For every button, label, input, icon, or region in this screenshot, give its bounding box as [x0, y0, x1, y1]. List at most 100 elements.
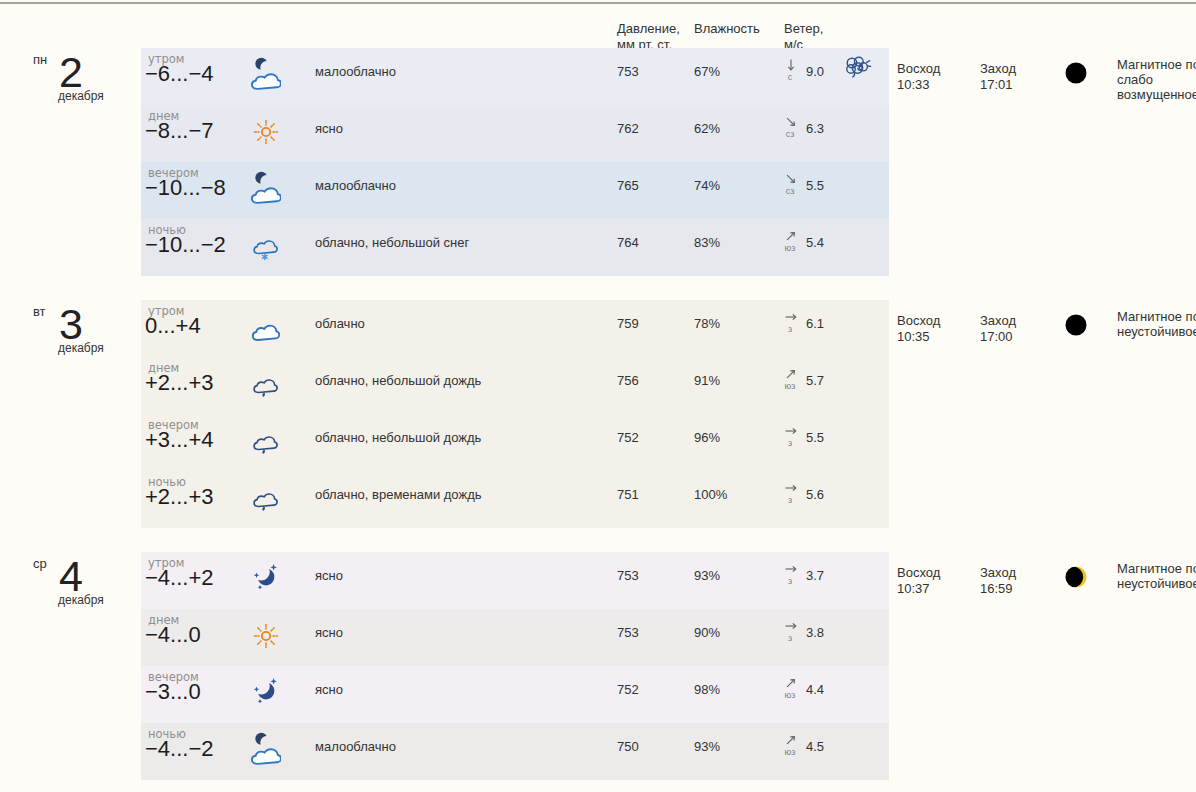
humidity-value: 83%: [694, 235, 720, 250]
wind-speed-value: 6.1: [806, 316, 824, 331]
wind-direction-label: з: [780, 438, 800, 448]
wind-direction-arrow-icon: [784, 229, 798, 243]
weather-icon: [251, 421, 281, 459]
weather-icon: [251, 364, 281, 402]
wind-speed-value: 9.0: [806, 64, 824, 79]
wind-speed-value: 4.4: [806, 682, 824, 697]
magnetic-field-status: Магнитное полеслабовозмущенное: [1117, 57, 1196, 102]
scribble-cloud-icon: [842, 110, 872, 142]
sunrise-label: Восход: [897, 565, 940, 580]
scribble-cloud-icon: [842, 53, 872, 85]
weather-icon: [251, 730, 281, 768]
pressure-value: 753: [617, 64, 639, 79]
forecast-row: днем +2...+3 облачно, небольшой дождь 75…: [141, 357, 889, 414]
sunrise-time: 10:35: [897, 329, 930, 344]
humidity-value: 90%: [694, 625, 720, 640]
weather-description: ясно: [315, 625, 343, 640]
moon-phase-icon: [1064, 565, 1088, 589]
weather-description: ясно: [315, 568, 343, 583]
sunset-label: Заход: [980, 61, 1016, 76]
sunset-time: 17:00: [980, 329, 1013, 344]
magnetic-field-status: Магнитное поленеустойчивое: [1117, 561, 1196, 591]
pressure-value: 765: [617, 178, 639, 193]
wind-direction-label: юз: [780, 381, 800, 391]
top-border-line: [0, 2, 1196, 4]
wind-direction-arrow-icon: [784, 172, 798, 186]
day-rows: утром −6...−4 малооблачно 753 67% с 9.0 …: [141, 48, 889, 276]
moon-phase-icon: [1064, 61, 1088, 85]
humidity-value: 93%: [694, 568, 720, 583]
wind-speed-value: 5.7: [806, 373, 824, 388]
humidity-value: 67%: [694, 64, 720, 79]
weather-description: облачно: [315, 316, 365, 331]
weather-icon: [251, 673, 281, 711]
temperature-range: −6...−4: [145, 61, 214, 87]
wind-direction-label: сз: [780, 129, 800, 139]
weather-description: ясно: [315, 121, 343, 136]
wind-direction-arrow-icon: [784, 619, 798, 633]
wind-direction-arrow-icon: [784, 115, 798, 129]
wind-direction-label: з: [780, 324, 800, 334]
wind-direction-label: з: [780, 576, 800, 586]
pressure-value: 752: [617, 430, 639, 445]
moon-phase-icon: [1064, 313, 1088, 337]
forecast-row: днем −8...−7 ясно 762 62% сз 6.3: [141, 105, 889, 162]
forecast-row: утром −6...−4 малооблачно 753 67% с 9.0: [141, 48, 889, 105]
wind-speed-value: 5.6: [806, 487, 824, 502]
pressure-value: 759: [617, 316, 639, 331]
pressure-value: 753: [617, 568, 639, 583]
scribble-cloud-icon: [842, 557, 872, 589]
sunset-label: Заход: [980, 565, 1016, 580]
weather-description: облачно, небольшой дождь: [315, 430, 481, 445]
weather-icon: [251, 559, 281, 597]
forecast-row: утром 0...+4 облачно 759 78% з 6.1: [141, 300, 889, 357]
scribble-cloud-icon: [842, 671, 872, 703]
forecast-row: днем −4...0 ясно 753 90% з 3.8: [141, 609, 889, 666]
sunset-label: Заход: [980, 313, 1016, 328]
weather-icon: [251, 226, 281, 264]
pressure-value: 756: [617, 373, 639, 388]
pressure-value: 750: [617, 739, 639, 754]
wind-speed-value: 3.7: [806, 568, 824, 583]
scribble-cloud-icon: [842, 362, 872, 394]
scribble-cloud-icon: [842, 476, 872, 508]
weather-description: облачно, временами дождь: [315, 487, 482, 502]
temperature-range: +2...+3: [145, 484, 214, 510]
forecast-row: вечером −3...0 ясно 752 98% юз 4.4: [141, 666, 889, 723]
wind-direction-arrow-icon: [784, 676, 798, 690]
sunrise-label: Восход: [897, 313, 940, 328]
pressure-value: 751: [617, 487, 639, 502]
weather-icon: [251, 55, 281, 93]
temperature-range: +3...+4: [145, 427, 214, 453]
humidity-value: 96%: [694, 430, 720, 445]
temperature-range: −3...0: [145, 679, 201, 705]
sunset-time: 16:59: [980, 581, 1013, 596]
temperature-range: −8...−7: [145, 118, 214, 144]
weather-description: облачно, небольшой дождь: [315, 373, 481, 388]
month-label: декабря: [58, 593, 104, 607]
weekday-label: вт: [33, 304, 46, 319]
pressure-value: 753: [617, 625, 639, 640]
forecast-row: ночью −10...−2 облачно, небольшой снег 7…: [141, 219, 889, 276]
weather-description: облачно, небольшой снег: [315, 235, 469, 250]
wind-direction-arrow-icon: [784, 367, 798, 381]
humidity-value: 98%: [694, 682, 720, 697]
weather-icon: [251, 112, 281, 150]
forecast-row: вечером +3...+4 облачно, небольшой дождь…: [141, 414, 889, 471]
wind-speed-value: 6.3: [806, 121, 824, 136]
weekday-label: пн: [33, 52, 47, 67]
wind-direction-arrow-icon: [784, 424, 798, 438]
wind-direction-label: юз: [780, 243, 800, 253]
scribble-cloud-icon: [842, 614, 872, 646]
weather-description: ясно: [315, 682, 343, 697]
weather-icon: [251, 478, 281, 516]
sunset-time: 17:01: [980, 77, 1013, 92]
scribble-cloud-icon: [842, 419, 872, 451]
humidity-value: 78%: [694, 316, 720, 331]
forecast-day: ср 4 декабря утром −4...+2 ясно 753 93% …: [0, 552, 1196, 780]
wind-direction-label: юз: [780, 690, 800, 700]
month-label: декабря: [58, 341, 104, 355]
wind-speed-value: 5.4: [806, 235, 824, 250]
weather-description: малооблачно: [315, 178, 396, 193]
wind-speed-value: 5.5: [806, 178, 824, 193]
